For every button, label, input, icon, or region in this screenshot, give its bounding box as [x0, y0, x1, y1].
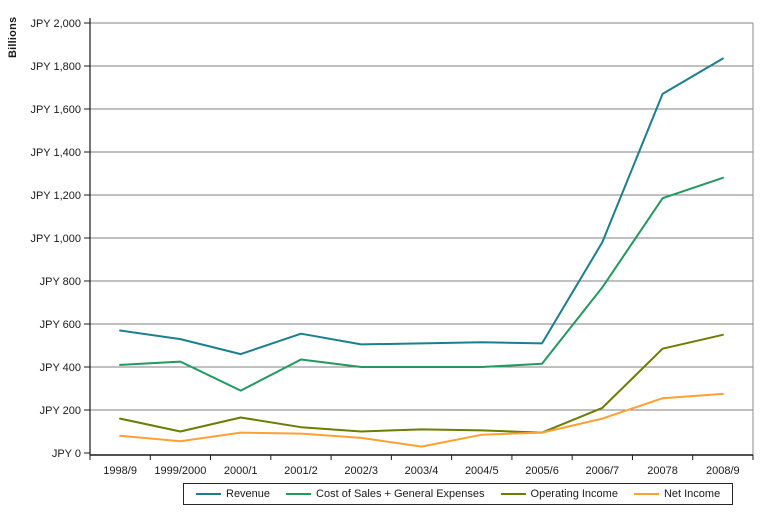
series-line-operating-income	[119, 333, 724, 434]
y-axis-tick-label: JPY 2,000	[30, 18, 81, 30]
y-axis-tick-label: JPY 0	[52, 448, 81, 460]
x-axis-tick-label: 2004/5	[465, 465, 499, 477]
legend-line-swatch-icon	[633, 493, 659, 495]
y-axis-tick-label: JPY 1,800	[30, 61, 81, 73]
legend-line-swatch-icon	[500, 493, 526, 495]
series-line-net-income	[119, 392, 724, 448]
y-axis-tick-label: JPY 1,000	[30, 233, 81, 245]
legend-item-revenue: Revenue	[196, 488, 270, 500]
series-line-revenue	[119, 57, 724, 356]
y-axis-tick-label: JPY 1,400	[30, 147, 81, 159]
legend: Revenue Cost of Sales + General Expenses O…	[183, 483, 734, 505]
legend-label: Operating Income	[530, 488, 618, 500]
y-axis-tick-label: JPY 1,600	[30, 104, 81, 116]
y-axis-tick-label: JPY 1,200	[30, 190, 81, 202]
legend-label: Cost of Sales + General Expenses	[316, 488, 485, 500]
x-axis-tick-label: 2008/9	[706, 465, 740, 477]
y-axis-tick-label: JPY 800	[40, 276, 81, 288]
y-axis-tick-label: JPY 400	[40, 362, 81, 374]
x-axis-tick-label: 1998/9	[103, 465, 137, 477]
x-axis-tick-label: 1999/2000	[154, 465, 206, 477]
legend-line-swatch-icon	[286, 493, 312, 495]
y-axis-title: Billions	[7, 16, 19, 58]
y-axis-tick-label: JPY 600	[40, 319, 81, 331]
x-axis-tick-label: 2001/2	[284, 465, 318, 477]
series-line-cost-of-sales-general-expenses	[119, 176, 724, 392]
x-axis-tick-label: 2005/6	[525, 465, 559, 477]
x-axis-tick-label: 2000/1	[224, 465, 258, 477]
legend-label: Revenue	[226, 488, 271, 500]
x-axis-tick-label: 20078	[647, 465, 678, 477]
legend-label: Net Income	[663, 488, 721, 500]
legend-item-net-income: Net Income	[633, 488, 721, 500]
y-axis-tick-label: JPY 200	[40, 405, 81, 417]
legend-line-swatch-icon	[196, 493, 221, 495]
x-axis-tick-label: 2002/3	[344, 465, 378, 477]
legend-item-operating-income: Operating Income	[500, 488, 618, 500]
x-axis-tick-label: 2006/7	[585, 465, 619, 477]
legend-item-cost-of-sales-general-expenses: Cost of Sales + General Expenses	[286, 488, 485, 500]
x-axis-tick-label: 2003/4	[405, 465, 439, 477]
